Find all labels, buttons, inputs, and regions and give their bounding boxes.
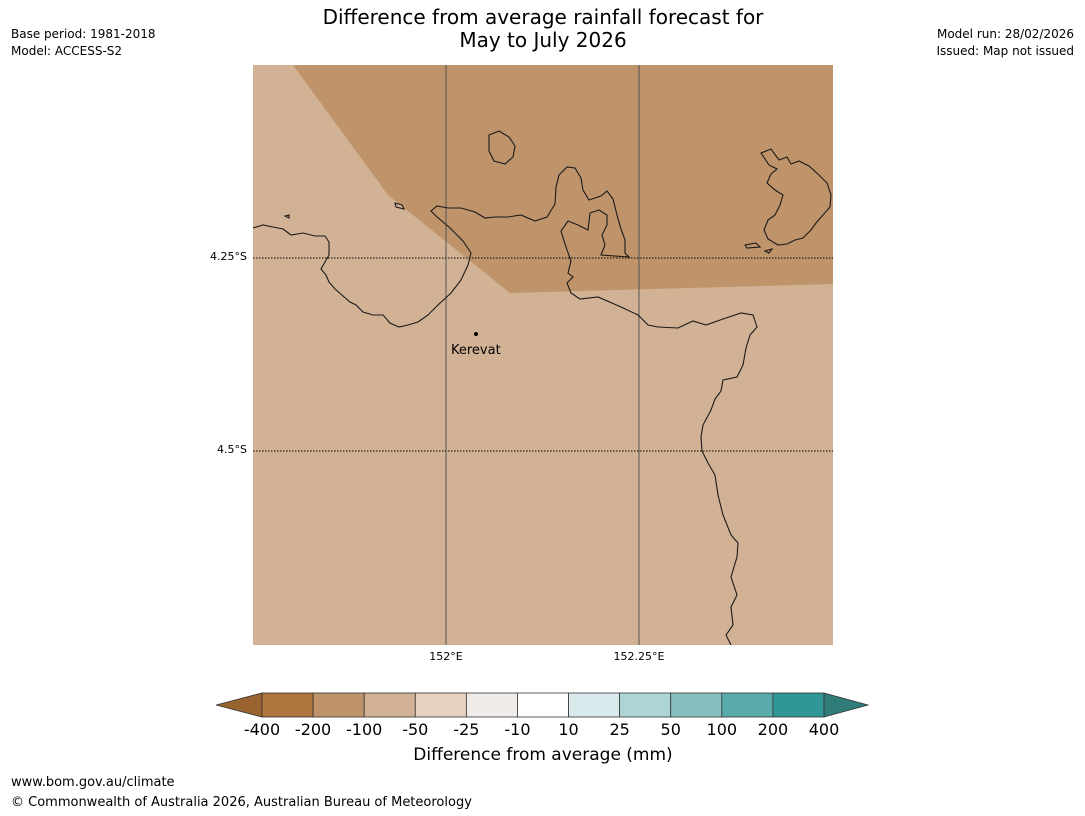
model-run: Model run: 28/02/2026 — [936, 27, 1074, 41]
base-info: Base period: 1981-2018 Model: ACCESS-S2 — [11, 26, 156, 60]
colorbar-extend-low — [216, 692, 263, 718]
issue-status: Issued: Map not issued — [936, 44, 1074, 58]
coastline-islet-b — [283, 214, 290, 219]
colorbar-bin — [414, 692, 467, 718]
colorbar-bin — [670, 692, 723, 718]
colorbar-label: Difference from average (mm) — [413, 745, 673, 765]
copyright-notice: © Commonwealth of Australia 2026, Austra… — [11, 795, 472, 810]
run-info: Model run: 28/02/2026 Issued: Map not is… — [936, 26, 1074, 60]
kerevat-label: Kerevat — [451, 343, 501, 358]
colorbar-tick-label: -100 — [346, 720, 383, 739]
colorbar-extend-high — [823, 692, 870, 718]
map-title-line-2: May to July 2026 — [459, 28, 627, 52]
region-north-fill — [293, 65, 833, 293]
coastline-islet-d — [763, 248, 774, 254]
colorbar-tick-label: -50 — [402, 720, 429, 739]
coastline-islet-c — [744, 242, 762, 249]
colorbar-bin — [772, 692, 825, 718]
map-title-line-1: Difference from average rainfall forecas… — [322, 5, 764, 29]
kerevat-marker — [474, 332, 478, 336]
colorbar-tick-label: -400 — [243, 720, 281, 739]
colorbar-tick-label: 100 — [706, 720, 738, 739]
colorbar-bin — [619, 692, 672, 718]
colorbar-bin — [721, 692, 774, 718]
map-title: Difference from average rainfall forecas… — [243, 6, 843, 52]
base-period: Base period: 1981-2018 — [11, 27, 156, 41]
colorbar-tick-label: 50 — [660, 720, 681, 739]
lat-label-4-25: 4.25°S — [210, 250, 247, 263]
lon-label-152: 152°E — [429, 650, 463, 663]
colorbar-bin — [517, 692, 569, 718]
colorbar-bin — [465, 692, 518, 718]
colorbar-tick-label: 10 — [558, 720, 579, 739]
colorbar — [216, 692, 870, 718]
colorbar-tick-label: 25 — [609, 720, 630, 739]
lat-label-4-5: 4.5°S — [217, 443, 247, 456]
colorbar-tick-label: 200 — [757, 720, 789, 739]
rainfall-map: Kerevat — [253, 65, 833, 645]
colorbar-bin — [568, 692, 621, 718]
source-url[interactable]: www.bom.gov.au/climate — [11, 775, 175, 790]
colorbar-tick-label: -200 — [294, 720, 332, 739]
colorbar-bin — [363, 692, 416, 718]
lon-label-152-25: 152.25°E — [613, 650, 665, 663]
colorbar-bin — [261, 692, 314, 718]
coastline-islet-a — [394, 202, 406, 210]
coastline-east-coast — [760, 148, 832, 246]
colorbar-bin — [312, 692, 365, 718]
colorbar-tick-label: 400 — [808, 720, 840, 739]
coastline-island-north — [488, 130, 516, 165]
coastline-main — [253, 166, 758, 645]
model-name: Model: ACCESS-S2 — [11, 44, 123, 58]
colorbar-tick-label: -10 — [504, 720, 531, 739]
colorbar-tick-label: -25 — [453, 720, 480, 739]
